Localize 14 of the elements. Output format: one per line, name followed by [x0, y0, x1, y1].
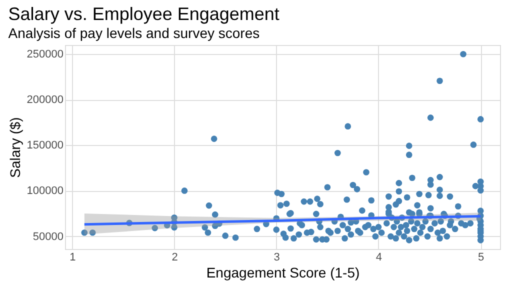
y-tick-label: 50000 — [32, 230, 64, 243]
x-tick-label: 4 — [376, 252, 382, 264]
chart-title: Salary vs. Employee Engagement — [8, 4, 280, 24]
y-tick-label: 250000 — [26, 48, 64, 61]
y-axis-title: Salary ($) — [6, 117, 23, 178]
x-tick-label: 2 — [172, 252, 178, 264]
chart-subtitle: Analysis of pay levels and survey scores — [8, 25, 260, 41]
x-axis-title: Engagement Score (1-5) — [206, 264, 360, 280]
y-tick-label: 150000 — [26, 140, 64, 152]
x-tick-label: 1 — [70, 252, 76, 264]
y-tick-label: 100000 — [26, 185, 64, 198]
x-tick-label: 3 — [274, 252, 280, 264]
y-tick-label: 200000 — [26, 94, 64, 106]
x-tick-label: 5 — [478, 252, 484, 264]
